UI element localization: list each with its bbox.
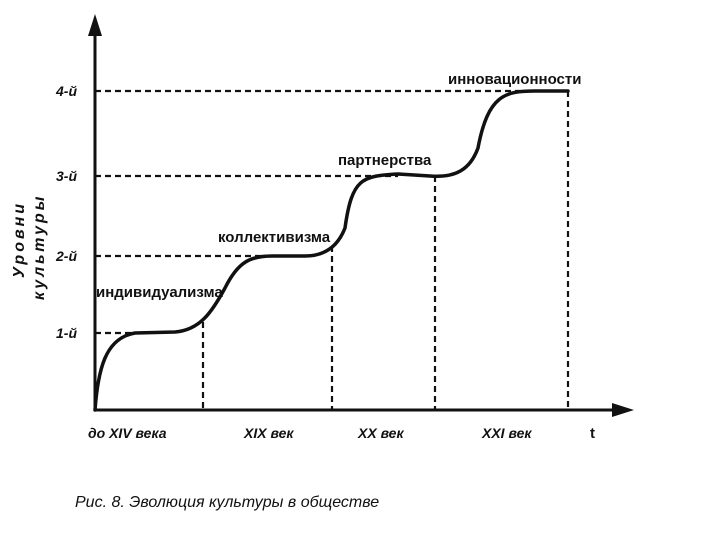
stage-label-innovation: инновационности bbox=[448, 71, 581, 88]
stage-label-individualism: индивидуализма bbox=[96, 284, 223, 301]
y-axis-arrow bbox=[88, 14, 102, 36]
y-level-4-label: 4-й bbox=[55, 83, 77, 99]
y-level-1-label: 1-й bbox=[56, 325, 77, 341]
figure-caption: Рис. 8. Эволюция культуры в обществе bbox=[75, 494, 380, 511]
y-axis-title-line1: Уровни bbox=[11, 201, 28, 278]
culture-evolution-curve bbox=[93, 89, 570, 412]
x-period-label-1: до XIV века bbox=[88, 425, 167, 441]
x-period-label-2: XIX век bbox=[243, 425, 294, 441]
stage-label-partnership: партнерства bbox=[338, 152, 432, 169]
y-axis-title-line2: культуры bbox=[31, 194, 48, 300]
x-axis-arrow bbox=[612, 403, 634, 417]
stage-label-collectivism: коллективизма bbox=[218, 229, 331, 246]
x-period-label-3: XX век bbox=[357, 425, 404, 441]
y-level-3-label: 3-й bbox=[56, 168, 77, 184]
y-level-2-label: 2-й bbox=[55, 248, 77, 264]
x-axis-title: t bbox=[590, 425, 595, 442]
x-period-label-4: XXI век bbox=[481, 425, 532, 441]
